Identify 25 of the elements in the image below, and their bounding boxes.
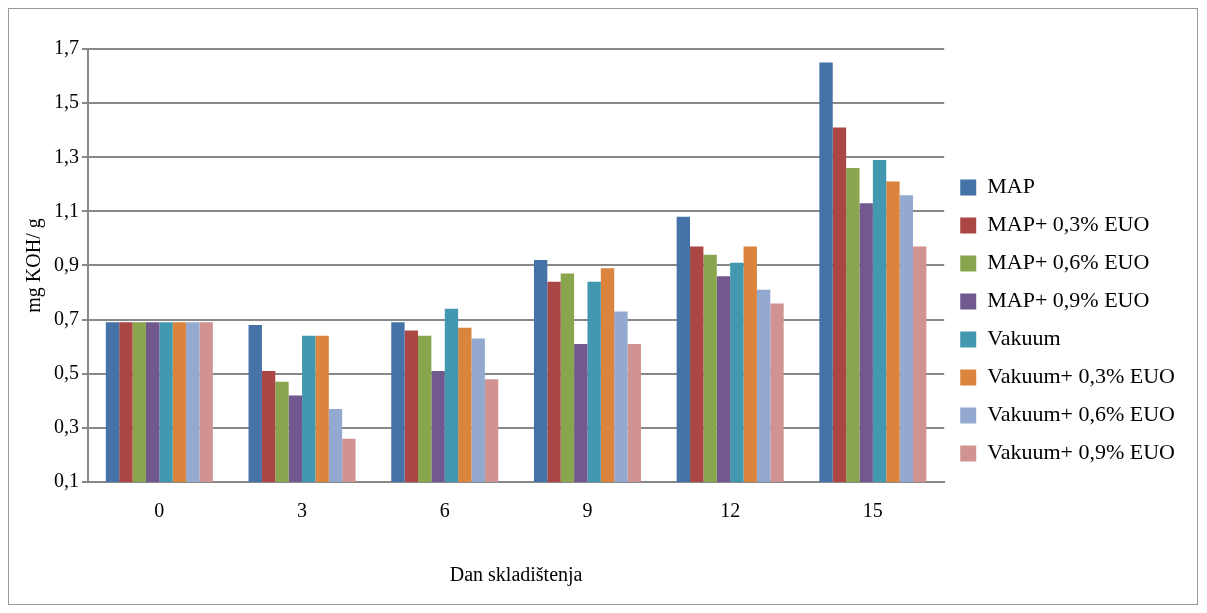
x-tick-label: 15	[862, 499, 883, 522]
x-tick-label: 12	[720, 499, 741, 522]
y-tick-label: 1,3	[54, 144, 79, 167]
legend-label: Vakuum+ 0,6% EUO	[987, 401, 1176, 427]
y-tick-label: 0,5	[54, 361, 79, 383]
y-axis-title: mg KOH/ g	[22, 218, 46, 313]
legend-label: Vakuum+ 0,3% EUO	[987, 363, 1176, 389]
x-tick-label: 0	[154, 499, 165, 522]
x-tick-label: 6	[439, 499, 450, 522]
y-tick-label: 0,7	[54, 306, 79, 329]
x-tick-label: 9	[582, 499, 593, 522]
legend-label: MAP	[987, 173, 1035, 199]
legend-label: Vakuum	[987, 325, 1061, 351]
y-tick-label: 1,5	[54, 90, 79, 113]
y-tick-label: 0,1	[54, 469, 79, 492]
x-tick-label: 3	[297, 499, 308, 522]
x-axis-title: Dan skladištenja	[449, 563, 583, 587]
legend-label: Vakuum+ 0,9% EUO	[987, 439, 1176, 465]
y-tick-label: 0,9	[54, 252, 79, 275]
legend-label: MAP+ 0,9% EUO	[987, 287, 1150, 313]
legend-label: MAP+ 0,3% EUO	[987, 211, 1150, 237]
legend-label: MAP+ 0,6% EUO	[987, 249, 1150, 275]
y-tick-label: 1,7	[54, 36, 79, 59]
y-tick-label: 0,3	[54, 415, 79, 438]
y-tick-label: 1,1	[54, 198, 79, 221]
